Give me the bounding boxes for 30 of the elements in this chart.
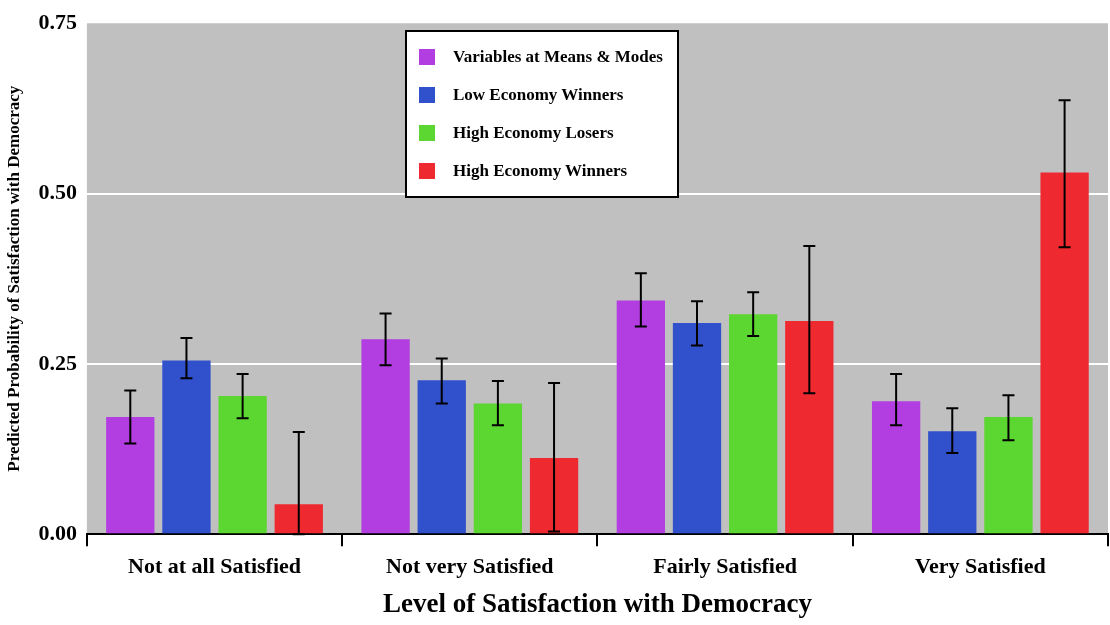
bar — [672, 322, 722, 534]
bar — [106, 417, 155, 534]
y-tick-label: 0.25 — [38, 349, 77, 375]
x-tick-label: Very Satisfied — [915, 553, 1046, 579]
y-tick-label: 0.50 — [38, 179, 77, 205]
bar — [928, 431, 977, 534]
bar — [785, 320, 834, 534]
legend-label: Low Economy Winners — [453, 85, 624, 105]
bar — [361, 339, 410, 534]
bar — [1040, 172, 1089, 534]
x-tick-label: Fairly Satisfied — [653, 553, 797, 579]
y-axis-title: Predicted Probability of Satisfaction with Democracy — [3, 85, 23, 472]
x-tick-label: Not very Satisfied — [386, 553, 554, 579]
x-axis-title: Level of Satisfaction with Democracy — [383, 587, 813, 618]
bar — [616, 300, 665, 534]
bar — [871, 401, 921, 534]
legend-label: Variables at Means & Modes — [453, 47, 663, 67]
bar — [729, 314, 778, 534]
bar — [417, 380, 466, 534]
bar — [984, 417, 1033, 534]
bar — [473, 403, 523, 534]
y-tick-label: 0.00 — [38, 519, 77, 545]
bar — [274, 504, 323, 534]
legend-label: High Economy Losers — [453, 123, 614, 143]
y-tick-label: 0.75 — [38, 8, 77, 34]
bar — [218, 395, 267, 534]
x-tick-label: Not at all Satisfied — [128, 553, 302, 579]
legend-label: High Economy Winners — [453, 161, 628, 181]
bar — [529, 457, 579, 534]
bar — [162, 360, 211, 534]
